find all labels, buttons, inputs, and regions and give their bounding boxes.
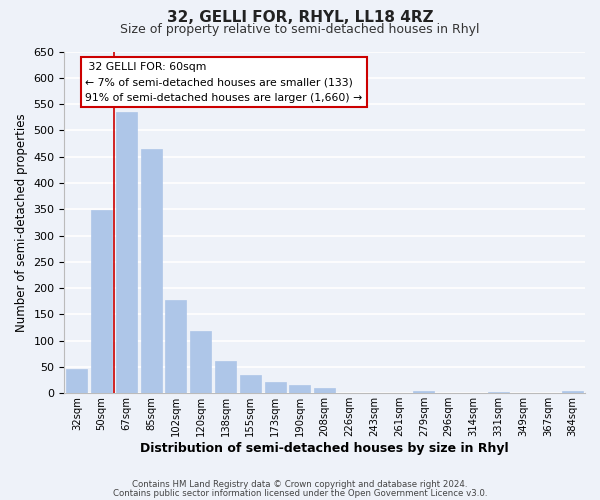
- Text: Contains public sector information licensed under the Open Government Licence v3: Contains public sector information licen…: [113, 489, 487, 498]
- Bar: [116, 112, 137, 394]
- Text: Contains HM Land Registry data © Crown copyright and database right 2024.: Contains HM Land Registry data © Crown c…: [132, 480, 468, 489]
- Bar: [166, 300, 187, 394]
- X-axis label: Distribution of semi-detached houses by size in Rhyl: Distribution of semi-detached houses by …: [140, 442, 509, 455]
- Bar: [215, 360, 236, 394]
- Bar: [66, 368, 88, 394]
- Bar: [488, 392, 509, 394]
- Text: 32 GELLI FOR: 60sqm
← 7% of semi-detached houses are smaller (133)
91% of semi-d: 32 GELLI FOR: 60sqm ← 7% of semi-detache…: [85, 62, 362, 103]
- Text: 32, GELLI FOR, RHYL, LL18 4RZ: 32, GELLI FOR, RHYL, LL18 4RZ: [167, 10, 433, 25]
- Bar: [562, 391, 583, 394]
- Bar: [190, 331, 211, 394]
- Bar: [265, 382, 286, 394]
- Bar: [140, 150, 162, 394]
- Bar: [314, 388, 335, 394]
- Bar: [240, 375, 261, 394]
- Y-axis label: Number of semi-detached properties: Number of semi-detached properties: [15, 113, 28, 332]
- Bar: [289, 386, 310, 394]
- Text: Size of property relative to semi-detached houses in Rhyl: Size of property relative to semi-detach…: [120, 22, 480, 36]
- Bar: [91, 210, 112, 394]
- Bar: [413, 390, 434, 394]
